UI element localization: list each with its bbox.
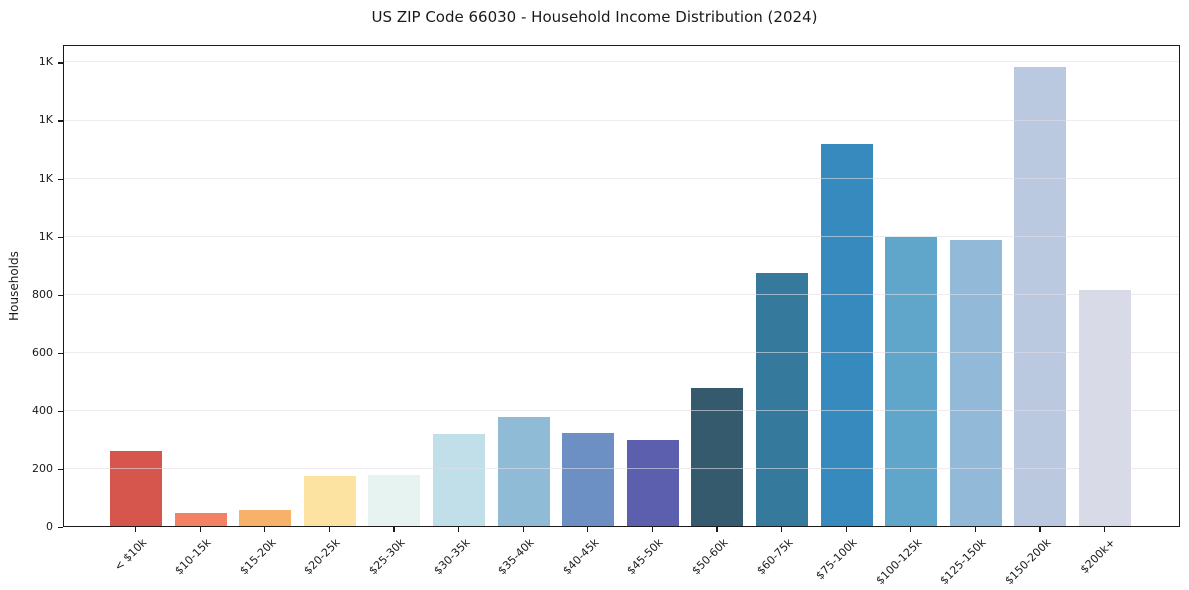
y-tick-mark [58, 120, 63, 122]
y-tick-label: 800 [32, 287, 53, 301]
bar [756, 272, 808, 526]
x-tick-label: $35-40k [495, 536, 537, 578]
x-tick-label: $60-75k [753, 536, 796, 578]
x-tick-label: $20-25k [301, 536, 344, 578]
y-tick-mark [58, 527, 63, 529]
gridline [64, 61, 1179, 63]
x-tick-label: $40-45k [560, 536, 602, 578]
bar [885, 236, 938, 526]
y-tick-label: 1K [38, 55, 53, 69]
bar [174, 512, 227, 526]
x-tick-mark [1039, 527, 1041, 532]
x-tick-mark [328, 527, 331, 532]
x-tick-label: $100-125k [873, 536, 925, 588]
y-tick-mark [58, 468, 63, 471]
x-tick-label: $15-20k [237, 536, 279, 578]
gridline [64, 409, 1179, 411]
y-tick-label: 1K [38, 113, 53, 127]
x-tick-mark [910, 527, 912, 532]
x-tick-mark [781, 527, 783, 532]
x-tick-label: $150-200k [1002, 536, 1054, 588]
x-tick-label: < $10k [111, 536, 150, 574]
bar [1079, 290, 1131, 526]
gridline [64, 235, 1179, 237]
gridline [64, 467, 1179, 469]
x-tick-label: $25-30k [366, 536, 408, 578]
x-tick-label: $30-35k [430, 536, 473, 578]
bar [433, 433, 485, 526]
bar [303, 476, 356, 526]
x-tick-mark [199, 527, 201, 532]
gridline [64, 177, 1179, 179]
bar [626, 439, 679, 526]
y-tick-mark [58, 294, 63, 296]
bar [239, 510, 292, 526]
bar [691, 387, 744, 526]
y-tick-label: 200 [32, 461, 53, 475]
x-tick-label: $10-15k [172, 536, 214, 578]
x-tick-mark [716, 527, 718, 532]
y-tick-mark [58, 352, 63, 355]
x-tick-mark [587, 527, 589, 532]
bar [368, 475, 421, 526]
x-tick-mark [522, 527, 524, 532]
x-tick-mark [393, 527, 395, 532]
y-axis-label: Households [7, 251, 21, 321]
gridline [64, 119, 1179, 121]
y-tick-mark [58, 178, 63, 180]
x-tick-label: $75-100k [813, 536, 860, 583]
x-tick-label: $200k+ [1078, 536, 1119, 577]
y-tick-mark [58, 62, 63, 64]
bar [110, 450, 162, 526]
y-tick-label: 0 [46, 520, 53, 533]
x-tick-label: $50-60k [689, 536, 731, 578]
y-tick-mark [58, 410, 63, 413]
x-tick-mark [651, 527, 654, 532]
x-tick-mark [458, 527, 460, 532]
gridline [64, 351, 1179, 353]
y-tick-label: 1K [38, 229, 53, 243]
x-tick-mark [845, 527, 847, 532]
bar [820, 144, 873, 526]
gridline [64, 293, 1179, 295]
x-tick-mark [135, 527, 137, 532]
y-tick-mark [58, 236, 63, 238]
x-tick-label: $45-50k [624, 536, 667, 578]
bar [497, 416, 550, 526]
x-tick-mark [974, 527, 977, 532]
bar [949, 240, 1002, 526]
chart-title: US ZIP Code 66030 - Household Income Dis… [371, 8, 818, 26]
x-tick-mark [1104, 527, 1106, 532]
y-tick-label: 1K [38, 171, 53, 185]
bar [1014, 67, 1067, 526]
x-tick-label: $125-150k [937, 536, 990, 588]
y-tick-label: 400 [32, 403, 53, 417]
plot-area [63, 45, 1180, 527]
bar [562, 432, 615, 526]
x-tick-mark [264, 527, 266, 532]
y-tick-label: 600 [32, 345, 53, 359]
